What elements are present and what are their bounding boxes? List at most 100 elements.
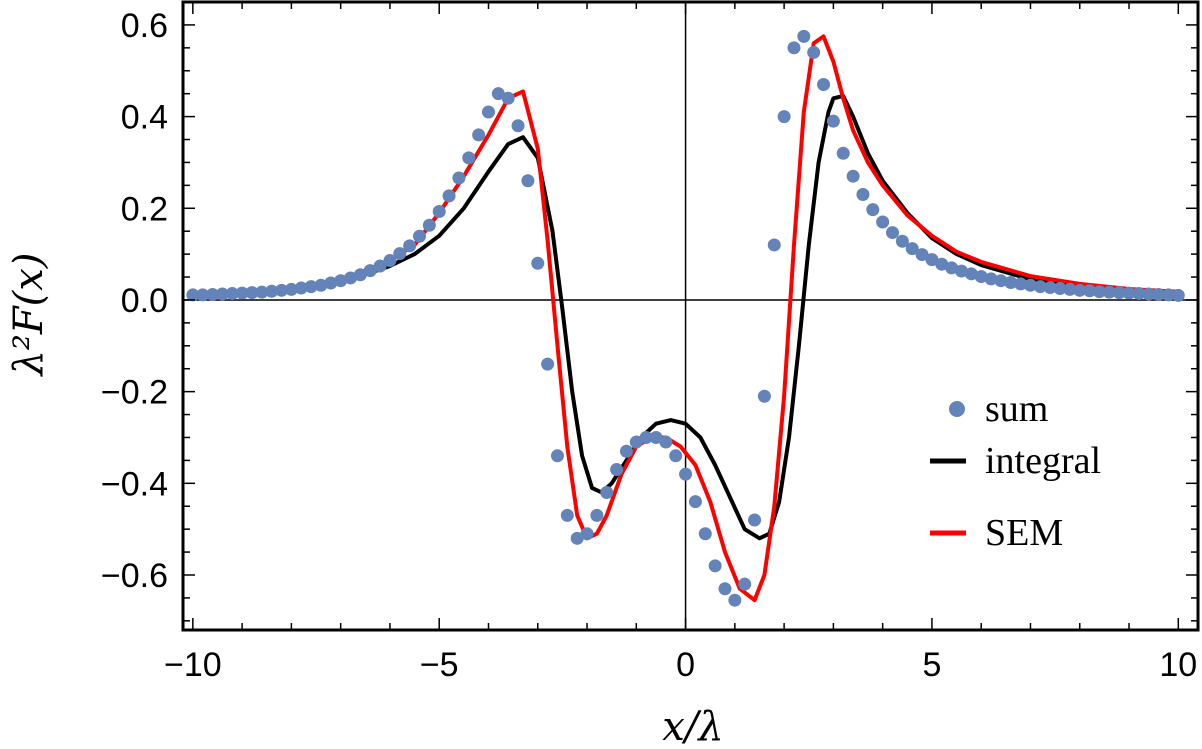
- data-point-sum: [639, 430, 653, 444]
- data-point-sum: [698, 527, 712, 541]
- data-point-sum: [757, 389, 771, 403]
- data-point-sum: [1033, 280, 1047, 294]
- data-point-sum: [748, 513, 762, 527]
- data-point-sum: [196, 288, 210, 302]
- data-point-sum: [807, 45, 821, 59]
- data-point-sum: [432, 204, 446, 218]
- y-tick-labels: −0.6 −0.4 −0.2 0.0 0.2 0.4 0.6: [101, 7, 168, 595]
- data-point-sum: [383, 254, 397, 268]
- data-point-sum: [925, 253, 939, 267]
- data-point-sum: [817, 78, 831, 92]
- legend-marker-sum: [949, 401, 965, 417]
- data-point-sum: [826, 114, 840, 128]
- data-point-sum: [984, 272, 998, 286]
- data-point-sum: [728, 593, 742, 607]
- data-point-sum: [275, 283, 289, 297]
- data-point-sum: [1073, 283, 1087, 297]
- data-point-sum: [935, 257, 949, 271]
- data-point-sum: [1102, 285, 1116, 299]
- plot-clip-area: [183, 2, 1198, 630]
- data-point-sum: [344, 271, 358, 285]
- data-point-sum: [1152, 287, 1166, 301]
- data-point-sum: [886, 226, 900, 240]
- data-point-sum: [629, 435, 643, 449]
- data-point-sum: [314, 278, 328, 292]
- data-point-sum: [373, 259, 387, 273]
- data-point-sum: [876, 215, 890, 229]
- data-point-sum: [1043, 281, 1057, 295]
- data-point-sum: [590, 508, 604, 522]
- series-layer: [186, 29, 1185, 607]
- series-line-integral: [192, 94, 1179, 541]
- data-point-sum: [570, 531, 584, 545]
- data-point-sum: [1132, 287, 1146, 301]
- data-point-sum: [353, 268, 367, 282]
- data-point-sum: [787, 41, 801, 55]
- x-tick-labels: −10 −5 0 5 10: [164, 646, 1197, 684]
- data-point-sum: [580, 527, 594, 541]
- data-point-sum: [797, 29, 811, 43]
- data-point-sum: [1171, 288, 1185, 302]
- data-point-sum: [954, 264, 968, 278]
- data-point-sum: [610, 463, 624, 477]
- data-point-sum: [206, 287, 220, 301]
- data-point-sum: [403, 239, 417, 253]
- plot-frame: [181, 0, 1200, 632]
- legend-label-sem: SEM: [985, 512, 1063, 554]
- y-tick-label: 0.2: [121, 190, 168, 228]
- data-point-sum: [1112, 286, 1126, 300]
- data-point-sum: [777, 110, 791, 124]
- data-point-sum: [511, 119, 525, 133]
- data-point-sum: [669, 449, 683, 463]
- data-point-sum: [905, 242, 919, 256]
- legend-label-integral: integral: [985, 440, 1101, 482]
- data-point-sum: [481, 105, 495, 119]
- data-point-sum: [767, 238, 781, 252]
- y-tick-label: 0.0: [121, 282, 168, 320]
- data-point-sum: [215, 287, 229, 301]
- data-point-sum: [452, 171, 466, 185]
- x-tick-label: 10: [1159, 646, 1197, 684]
- data-point-sum: [560, 508, 574, 522]
- data-point-sum: [422, 218, 436, 232]
- data-point-sum: [649, 430, 663, 444]
- data-point-sum: [836, 146, 850, 160]
- data-point-sum: [738, 577, 752, 591]
- data-point-sum: [521, 174, 535, 188]
- data-point-sum: [945, 261, 959, 275]
- data-point-sum: [619, 444, 633, 458]
- data-point-sum: [1083, 284, 1097, 298]
- data-point-sum: [541, 357, 555, 371]
- data-point-sum: [846, 169, 860, 183]
- data-point-sum: [915, 248, 929, 262]
- data-point-sum: [324, 276, 338, 290]
- data-point-sum: [491, 87, 505, 101]
- legend: sum integral SEM: [930, 388, 1101, 554]
- data-point-sum: [1004, 276, 1018, 290]
- data-point-sum: [334, 274, 348, 288]
- data-point-sum: [1122, 286, 1136, 300]
- y-tick-label: −0.6: [101, 557, 168, 595]
- data-point-sum: [284, 282, 298, 296]
- x-tick-label: 0: [676, 646, 695, 684]
- data-point-sum: [974, 270, 988, 284]
- data-point-sum: [1023, 278, 1037, 292]
- data-point-sum: [964, 267, 978, 281]
- data-point-sum: [245, 286, 259, 300]
- data-point-sum: [225, 287, 239, 301]
- data-point-sum: [866, 203, 880, 217]
- x-axis-title: x/λ: [662, 704, 723, 749]
- data-point-sum: [531, 256, 545, 270]
- data-point-sum: [265, 284, 279, 298]
- data-point-sum: [442, 189, 456, 203]
- y-axis-title: λ²F(x): [6, 253, 52, 378]
- data-point-sum: [1053, 281, 1067, 295]
- data-point-sum: [186, 288, 200, 302]
- axis-ticks: [183, 2, 1198, 630]
- data-point-sum: [659, 435, 673, 449]
- data-point-sum: [550, 449, 564, 463]
- reference-lines: [183, 2, 1198, 630]
- data-point-sum: [304, 280, 318, 294]
- data-point-sum: [393, 247, 407, 261]
